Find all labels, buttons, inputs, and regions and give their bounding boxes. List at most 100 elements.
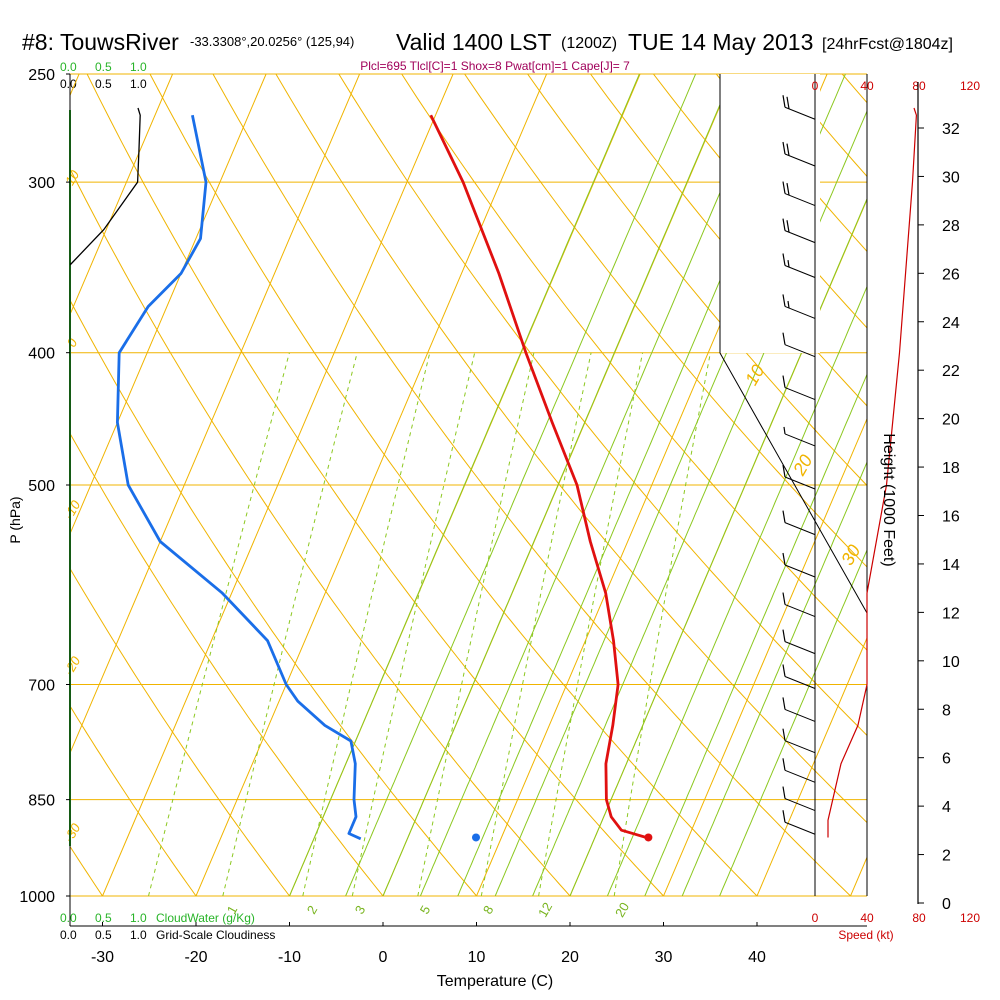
dewpoint-profile	[116, 114, 362, 841]
height-axis-label: Height (1000 Feet)	[880, 433, 897, 566]
speed-axis-label: Speed (kt)	[838, 928, 893, 942]
moist-adiabat-line	[681, 460, 867, 896]
valid-time: Valid 1400 LST	[396, 29, 552, 55]
isotherm-line	[102, 74, 454, 896]
cloud-tick-green: 0.5	[95, 60, 112, 74]
dry-adiabat-line	[70, 705, 197, 896]
mixing-ratio-line	[148, 352, 290, 896]
wind-barb	[782, 552, 816, 578]
cloudwater-label: CloudWater (g/Kg)	[156, 911, 255, 925]
wind-barb-staff	[784, 344, 816, 358]
pressure-tick-label: 1000	[19, 889, 55, 906]
speed-tick-top: 120	[960, 79, 980, 93]
plot-boundary	[719, 74, 868, 896]
wind-barb	[782, 728, 816, 754]
wind-barb	[782, 253, 816, 278]
wind-barb	[782, 697, 816, 722]
height-tick-label: 18	[942, 460, 960, 477]
isotherm-line	[663, 417, 867, 896]
speed-curve	[827, 107, 918, 838]
dry-adiabat-line	[86, 74, 665, 896]
mixing-ratio-line	[480, 352, 592, 896]
mixing-ratio-label: 3	[352, 903, 369, 917]
isotherm-label: 10	[62, 167, 83, 188]
isotherm-label: -10	[61, 497, 84, 521]
height-tick-label: 20	[942, 412, 960, 429]
height-tick-label: 24	[942, 315, 960, 332]
wind-barb-flag	[786, 183, 790, 196]
mixing-ratio-label: 12	[535, 900, 555, 920]
cloud-tick-green: 0.5	[95, 911, 112, 925]
wind-barb	[782, 592, 816, 618]
pressure-tick-label: 250	[28, 67, 55, 84]
site-coords: -33.3308°,20.0256° (125,94)	[190, 34, 354, 49]
wind-barb-staff	[784, 106, 816, 120]
wind-barb	[782, 464, 816, 490]
surface-temperature-marker	[644, 833, 653, 842]
mixing-ratio-line	[417, 352, 535, 896]
cloudiness-line	[69, 107, 141, 266]
isobar-lines	[70, 73, 867, 897]
mixing-ratio-label: 8	[480, 903, 497, 917]
dry-adiabat-line	[275, 74, 867, 824]
dry-adiabat-line	[463, 74, 867, 568]
wind-barb-staff	[784, 265, 816, 278]
wind-barb-half	[783, 426, 786, 435]
mixing-ratio-label: 2	[304, 903, 321, 917]
wind-barb-staff	[784, 193, 816, 207]
height-tick-label: 2	[942, 848, 951, 865]
isotherm-line	[70, 74, 361, 755]
wind-barb-staff	[784, 387, 816, 401]
dry-adiabat-line	[401, 74, 867, 651]
temperature-tick-label: 30	[655, 949, 673, 966]
wind-barb-staff	[784, 641, 816, 655]
wind-barb-flag	[782, 253, 786, 266]
pressure-tick-label: 700	[28, 678, 55, 695]
height-tick-label: 8	[942, 702, 951, 719]
wind-barb	[782, 629, 816, 655]
wind-barb-half	[787, 260, 790, 268]
isotherm-line	[70, 74, 174, 316]
wind-barb-staff	[784, 798, 816, 812]
wind-barb	[782, 810, 816, 835]
wind-barb-flag	[782, 810, 786, 823]
isotherm-label: 20	[789, 451, 817, 479]
mixing-ratio-line	[302, 352, 431, 896]
cloud-tick-black: 0.0	[60, 77, 77, 91]
height-tick-label: 0	[942, 896, 951, 913]
height-tick-label: 10	[942, 654, 960, 671]
utc-time: (1200Z)	[561, 35, 617, 52]
dry-adiabat-line	[526, 74, 867, 487]
temperature-tick-label: 0	[379, 949, 388, 966]
wind-barb-staff	[784, 522, 816, 536]
cloud-tick-black: 0.5	[95, 77, 112, 91]
temperature-tick-label: -20	[184, 949, 207, 966]
temperature-tick-label: 40	[748, 949, 766, 966]
temperature-tick-label: -10	[278, 949, 301, 966]
mixing-ratio-line	[538, 352, 644, 896]
wind-barb-staff	[784, 604, 816, 618]
isotherm-label: -30	[61, 820, 84, 844]
pressure-tick-label: 850	[28, 793, 55, 810]
site-title: #8: TouwsRiver	[22, 29, 179, 55]
isotherm-label: 0	[64, 335, 81, 349]
wind-barb	[782, 95, 816, 120]
isotherm-label: 10	[741, 361, 768, 388]
wind-barb-flag	[782, 728, 786, 741]
temperature-tick-label: 10	[468, 949, 486, 966]
height-tick-label: 26	[942, 266, 960, 283]
height-tick-label: 14	[942, 557, 960, 574]
wind-barb-flag	[782, 552, 786, 566]
cloud-tick-black: 1.0	[130, 928, 147, 942]
moist-adiabat-line	[382, 74, 734, 896]
wind-barb	[782, 294, 816, 319]
wind-barb-flag	[782, 510, 786, 523]
mixing-ratio-line	[351, 352, 476, 896]
dry-adiabat-line	[70, 167, 571, 896]
height-tick-label: 30	[942, 169, 960, 186]
wind-barb	[782, 758, 816, 783]
wind-barb-staff	[784, 230, 816, 244]
cloud-tick-black: 0.5	[95, 928, 112, 942]
dry-adiabat-line	[841, 74, 867, 104]
